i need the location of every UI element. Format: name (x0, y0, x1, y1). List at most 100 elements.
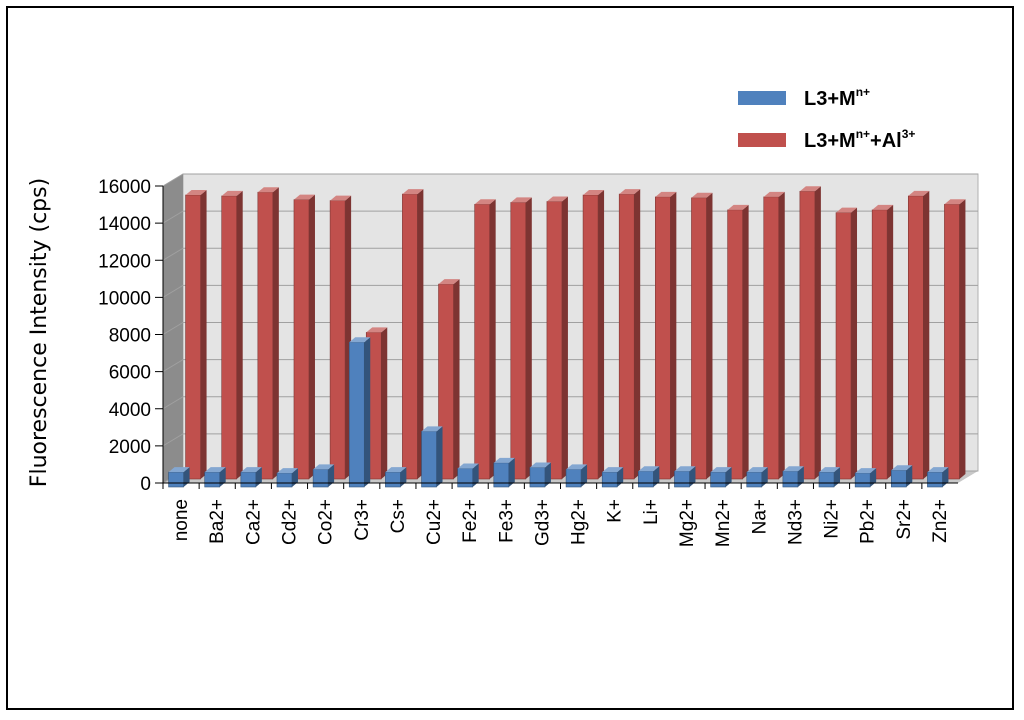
legend-item-2: L3+Mn++Al3+ (738, 127, 915, 152)
bar-series2-14-side (706, 192, 713, 479)
bar-series2-16-top (763, 191, 785, 197)
bar-series2-8 (474, 199, 496, 480)
bar-series1-8-front (457, 468, 473, 488)
legend-swatch (738, 133, 786, 147)
bar-series2-17-side (814, 186, 821, 479)
bar-series2-7-top (438, 279, 460, 285)
y-tick-label: 8000 (109, 326, 151, 347)
bar-series2-0-top (185, 189, 207, 195)
bar-series2-17-top (799, 186, 821, 192)
bar-series1-3-side (291, 468, 298, 487)
bar-series1-13 (638, 466, 660, 488)
x-category-label: Pb2+ (858, 499, 879, 544)
bar-series2-11-top (583, 189, 605, 195)
bar-series2-6 (402, 189, 424, 480)
x-category-label: Cu2+ (424, 499, 445, 545)
bar-series1-20-top (891, 465, 913, 471)
bar-series2-15 (727, 204, 749, 480)
bar-series2-15-top (727, 204, 749, 210)
bar-series1-3-front (276, 472, 293, 488)
bar-series1-16-side (761, 467, 768, 487)
bar-series1-10-front (529, 467, 546, 488)
bar-series2-18-side (851, 207, 858, 480)
bar-series1-11-side (581, 464, 588, 487)
bar-series2-16-front (763, 196, 780, 480)
bar-series1-8-top (457, 463, 479, 469)
bar-series1-19 (854, 468, 877, 488)
x-category-label: Fe3+ (496, 499, 517, 543)
bar-series2-5-side (381, 327, 388, 479)
bar-series2-7-side (453, 279, 460, 479)
x-category-label: Na+ (749, 499, 770, 534)
bar-series2-20-top (908, 190, 930, 196)
bar-series1-15 (710, 467, 732, 488)
bar-series1-0-front (168, 471, 184, 488)
bar-series1-1-side (219, 467, 226, 487)
x-category-label: Cd2+ (279, 499, 300, 545)
y-axis-title: Fluorescence Intensity (cps) (27, 178, 52, 487)
bar-series2-12 (618, 189, 641, 480)
bar-series1-1-top (204, 467, 226, 473)
bar-series1-8-side (472, 463, 479, 487)
bars (168, 186, 966, 488)
bar-series1-9-top (493, 457, 515, 463)
bar-series2-20-front (907, 195, 924, 480)
bar-series2-12-side (634, 189, 641, 480)
bar-series2-0-front (185, 194, 201, 480)
bar-series2-14-top (691, 192, 713, 198)
bar-series2-3-top (293, 194, 315, 200)
bar-series2-4-top (330, 195, 352, 201)
bar-series2-8-top (474, 199, 496, 205)
gridlines (162, 173, 978, 484)
bar-series1-17-top (782, 466, 804, 472)
bar-series2-10-front (546, 201, 563, 480)
bar-series2-18-top (836, 207, 858, 213)
legend-label: L3+Mn+ (804, 85, 870, 110)
y-tick-label: 6000 (109, 363, 151, 384)
x-category-label: Zn2+ (930, 499, 951, 543)
bar-chart: 0 2000 4000 6000 8000 10000 12000 14000 16000 no… (27, 85, 979, 547)
bar-series2-1-side (236, 190, 243, 479)
bar-series1-17 (782, 466, 804, 488)
bar-series2-2-top (257, 187, 279, 193)
bar-series1-12-top (602, 467, 624, 473)
bar-series2-2-side (272, 187, 279, 479)
bar-series1-21 (927, 467, 949, 488)
bar-series1-17-side (797, 466, 804, 487)
x-category-label: none (171, 499, 192, 541)
bar-series2-6-front (402, 193, 418, 480)
bar-series2-10-top (546, 196, 568, 202)
x-category-label: Mg2+ (677, 499, 698, 547)
legend-label: L3+Mn++Al3+ (804, 127, 915, 152)
bar-series1-14 (674, 466, 696, 488)
bar-series2-5-top (366, 327, 388, 333)
chart-frame: 0 2000 4000 6000 8000 10000 12000 14000 16000 no… (6, 6, 1014, 710)
bar-series2-19-side (887, 204, 894, 479)
bar-series1-4-front (312, 469, 329, 488)
bar-series2-11-side (598, 189, 605, 479)
bar-series2-13-top (655, 191, 677, 197)
bar-series2-4-front (329, 200, 346, 480)
bar-series2-13-side (670, 191, 677, 479)
bar-series2-16-side (778, 191, 785, 479)
bar-series2-19 (871, 204, 894, 480)
legend-label-base: L3+M (804, 130, 856, 152)
bar-series2-0-side (200, 189, 207, 479)
bar-series1-12-front (601, 471, 618, 488)
bar-series1-20-side (906, 465, 913, 487)
bar-series1-5-side (364, 337, 371, 487)
bar-series1-6-side (400, 467, 407, 487)
bar-series1-15-front (710, 471, 726, 488)
legend-item-1: L3+Mn+ (738, 85, 870, 110)
legend-label-base: L3+M (804, 88, 856, 110)
bar-series1-11-front (565, 469, 582, 488)
bar-series1-18-front (818, 471, 835, 488)
bar-series2-20 (907, 190, 930, 480)
bar-series1-21-front (927, 471, 943, 488)
bar-series2-21-front (944, 203, 960, 480)
x-category-label: Gd3+ (532, 499, 553, 546)
bar-series1-9-side (508, 457, 515, 487)
bar-series2-6-top (402, 189, 424, 195)
bar-series2-3 (293, 194, 315, 480)
x-category-label: Ca2+ (243, 499, 264, 545)
